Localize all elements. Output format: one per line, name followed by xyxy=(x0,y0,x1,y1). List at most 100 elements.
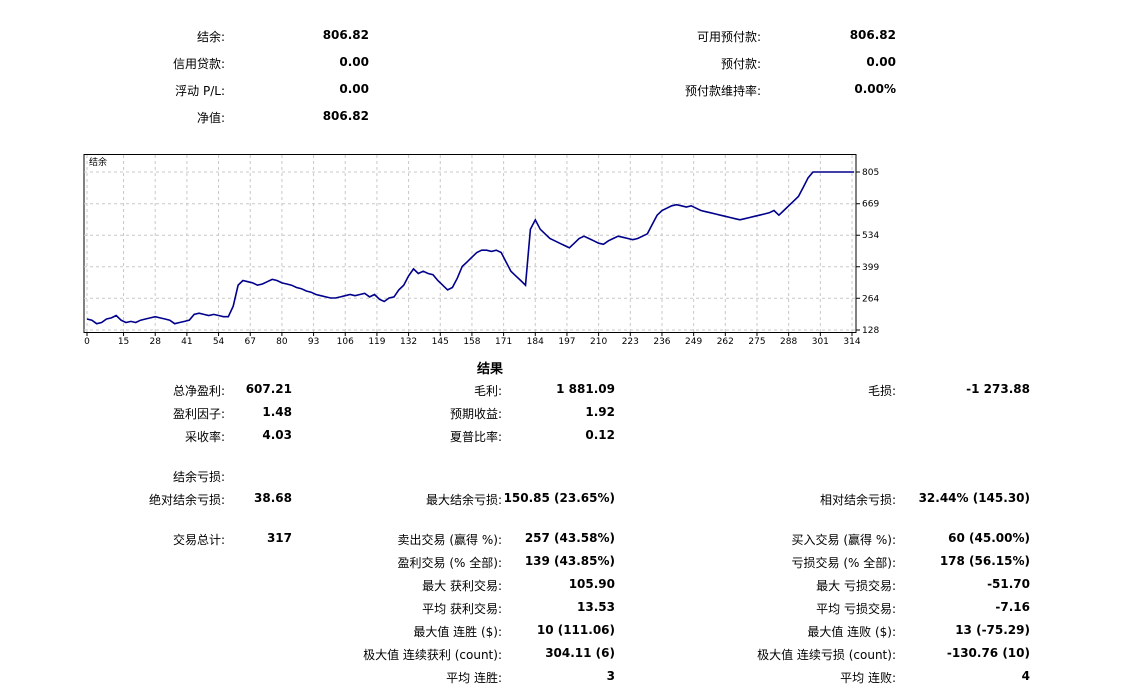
total-net-profit-label: 总净盈利: xyxy=(172,384,225,398)
x-tick-label: 93 xyxy=(308,337,319,347)
max-drawdown-value: 150.85 (23.65%) xyxy=(503,491,615,505)
margin-level-value: 0.00% xyxy=(854,82,896,96)
expected-payoff-label: 预期收益: xyxy=(449,407,502,421)
avg-profit-label: 平均 获利交易: xyxy=(422,602,502,616)
free-margin-value: 806.82 xyxy=(849,28,896,42)
total-trades-value: 317 xyxy=(266,531,292,545)
profit-factor-value: 1.48 xyxy=(262,405,292,419)
x-tick-label: 249 xyxy=(685,337,702,347)
x-tick-label: 158 xyxy=(463,337,480,347)
floating-pl-label: 浮动 P/L: xyxy=(175,84,225,98)
y-tick-label: 399 xyxy=(862,263,879,273)
x-tick-label: 197 xyxy=(558,337,575,347)
max-drawdown-label: 最大结余亏损: xyxy=(425,493,502,507)
chart-series xyxy=(86,171,854,325)
long-trades-label: 买入交易 (赢得 %): xyxy=(791,533,896,547)
gross-loss-value: -1 273.88 xyxy=(966,382,1030,396)
x-tick-label: 132 xyxy=(400,337,417,347)
recovery-factor-value: 4.03 xyxy=(262,428,292,442)
y-tick-label: 534 xyxy=(862,231,879,241)
sharpe-label: 夏普比率: xyxy=(449,430,502,444)
floating-pl-value: 0.00 xyxy=(339,82,369,96)
loss-trades-label: 亏损交易 (% 全部): xyxy=(791,556,896,570)
margin-value: 0.00 xyxy=(866,55,896,69)
y-axis: 128 264 399 534 669 805 xyxy=(856,168,879,336)
balance-line xyxy=(86,171,854,325)
avg-consec-losses-label: 平均 连败: xyxy=(840,671,896,685)
maximal-consec-loss-label: 极大值 连续亏损 (count): xyxy=(757,648,896,662)
maximal-consec-loss-value: -130.76 (10) xyxy=(946,646,1030,660)
x-tick-label: 15 xyxy=(118,337,129,347)
total-net-profit-value: 607.21 xyxy=(245,382,292,396)
largest-profit-label: 最大 获利交易: xyxy=(422,579,502,593)
chart-title: 结余 xyxy=(89,156,107,168)
x-tick-label: 0 xyxy=(84,337,90,347)
results-title: 结果 xyxy=(477,362,504,377)
profit-factor-label: 盈利因子: xyxy=(172,407,225,421)
chart-grid xyxy=(84,155,856,332)
largest-loss-value: -51.70 xyxy=(987,577,1030,591)
x-tick-label: 275 xyxy=(748,337,765,347)
x-tick-label: 28 xyxy=(149,337,161,347)
short-trades-label: 卖出交易 (赢得 %): xyxy=(397,533,502,547)
maximal-consec-profit-label: 极大值 连续获利 (count): xyxy=(363,648,502,662)
avg-consec-losses-value: 4 xyxy=(1021,669,1030,683)
max-consec-wins-label: 最大值 连胜 ($): xyxy=(413,625,502,639)
margin-label: 预付款: xyxy=(720,57,761,71)
expected-payoff-value: 1.92 xyxy=(585,405,615,419)
x-tick-label: 41 xyxy=(181,337,192,347)
abs-drawdown-label: 绝对结余亏损: xyxy=(148,493,225,507)
equity-label: 净值: xyxy=(196,111,225,125)
balance-value: 806.82 xyxy=(322,28,369,42)
gross-profit-label: 毛利: xyxy=(473,384,502,398)
x-tick-label: 80 xyxy=(276,337,288,347)
x-tick-label: 171 xyxy=(495,337,512,347)
gross-loss-label: 毛损: xyxy=(867,384,896,398)
max-consec-wins-value: 10 (111.06) xyxy=(536,623,615,637)
avg-loss-value: -7.16 xyxy=(995,600,1030,614)
avg-loss-label: 平均 亏损交易: xyxy=(816,602,896,616)
maximal-consec-profit-value: 304.11 (6) xyxy=(545,646,615,660)
abs-drawdown-value: 38.68 xyxy=(254,491,292,505)
equity-value: 806.82 xyxy=(322,109,369,123)
x-tick-label: 236 xyxy=(653,337,670,347)
x-tick-label: 210 xyxy=(590,337,607,347)
x-tick-label: 262 xyxy=(717,337,734,347)
chart-frame xyxy=(83,154,857,333)
balance-label: 结余: xyxy=(196,30,225,44)
free-margin-label: 可用预付款: xyxy=(696,30,761,44)
y-tick-label: 128 xyxy=(862,326,879,336)
loss-trades-value: 178 (56.15%) xyxy=(939,554,1030,568)
credit-value: 0.00 xyxy=(339,55,369,69)
long-trades-value: 60 (45.00%) xyxy=(948,531,1030,545)
max-consec-losses-label: 最大值 连败 ($): xyxy=(807,625,896,639)
sharpe-value: 0.12 xyxy=(585,428,615,442)
x-tick-label: 223 xyxy=(622,337,639,347)
avg-profit-value: 13.53 xyxy=(577,600,615,614)
x-tick-label: 145 xyxy=(432,337,449,347)
y-tick-label: 805 xyxy=(862,168,879,178)
x-tick-label: 184 xyxy=(527,337,544,347)
credit-label: 信用贷款: xyxy=(172,57,225,71)
max-consec-losses-value: 13 (-75.29) xyxy=(955,623,1030,637)
avg-consec-wins-label: 平均 连胜: xyxy=(446,671,502,685)
profit-trades-label: 盈利交易 (% 全部): xyxy=(397,556,502,570)
x-tick-label: 67 xyxy=(245,337,256,347)
x-tick-label: 54 xyxy=(213,337,225,347)
rel-drawdown-value: 32.44% (145.30) xyxy=(918,491,1030,505)
x-tick-label: 119 xyxy=(368,337,385,347)
short-trades-value: 257 (43.58%) xyxy=(524,531,615,545)
balance-chart: 结余 0 15 28 41 54 67 80 93 106 119 132 145 158 171 184 1… xyxy=(83,154,879,347)
gross-profit-value: 1 881.09 xyxy=(556,382,615,396)
y-tick-label: 264 xyxy=(862,294,879,304)
largest-profit-value: 105.90 xyxy=(568,577,615,591)
x-axis: 0 15 28 41 54 67 80 93 106 119 132 145 158 171 184 197 2… xyxy=(84,332,861,347)
margin-level-label: 预付款维持率: xyxy=(684,84,761,98)
avg-consec-wins-value: 3 xyxy=(606,669,615,683)
profit-trades-value: 139 (43.85%) xyxy=(524,554,615,568)
balance-drawdown-label: 结余亏损: xyxy=(172,470,225,484)
y-tick-label: 669 xyxy=(862,200,879,210)
x-tick-label: 314 xyxy=(843,337,860,347)
recovery-factor-label: 采收率: xyxy=(184,430,225,444)
total-trades-label: 交易总计: xyxy=(172,533,225,547)
